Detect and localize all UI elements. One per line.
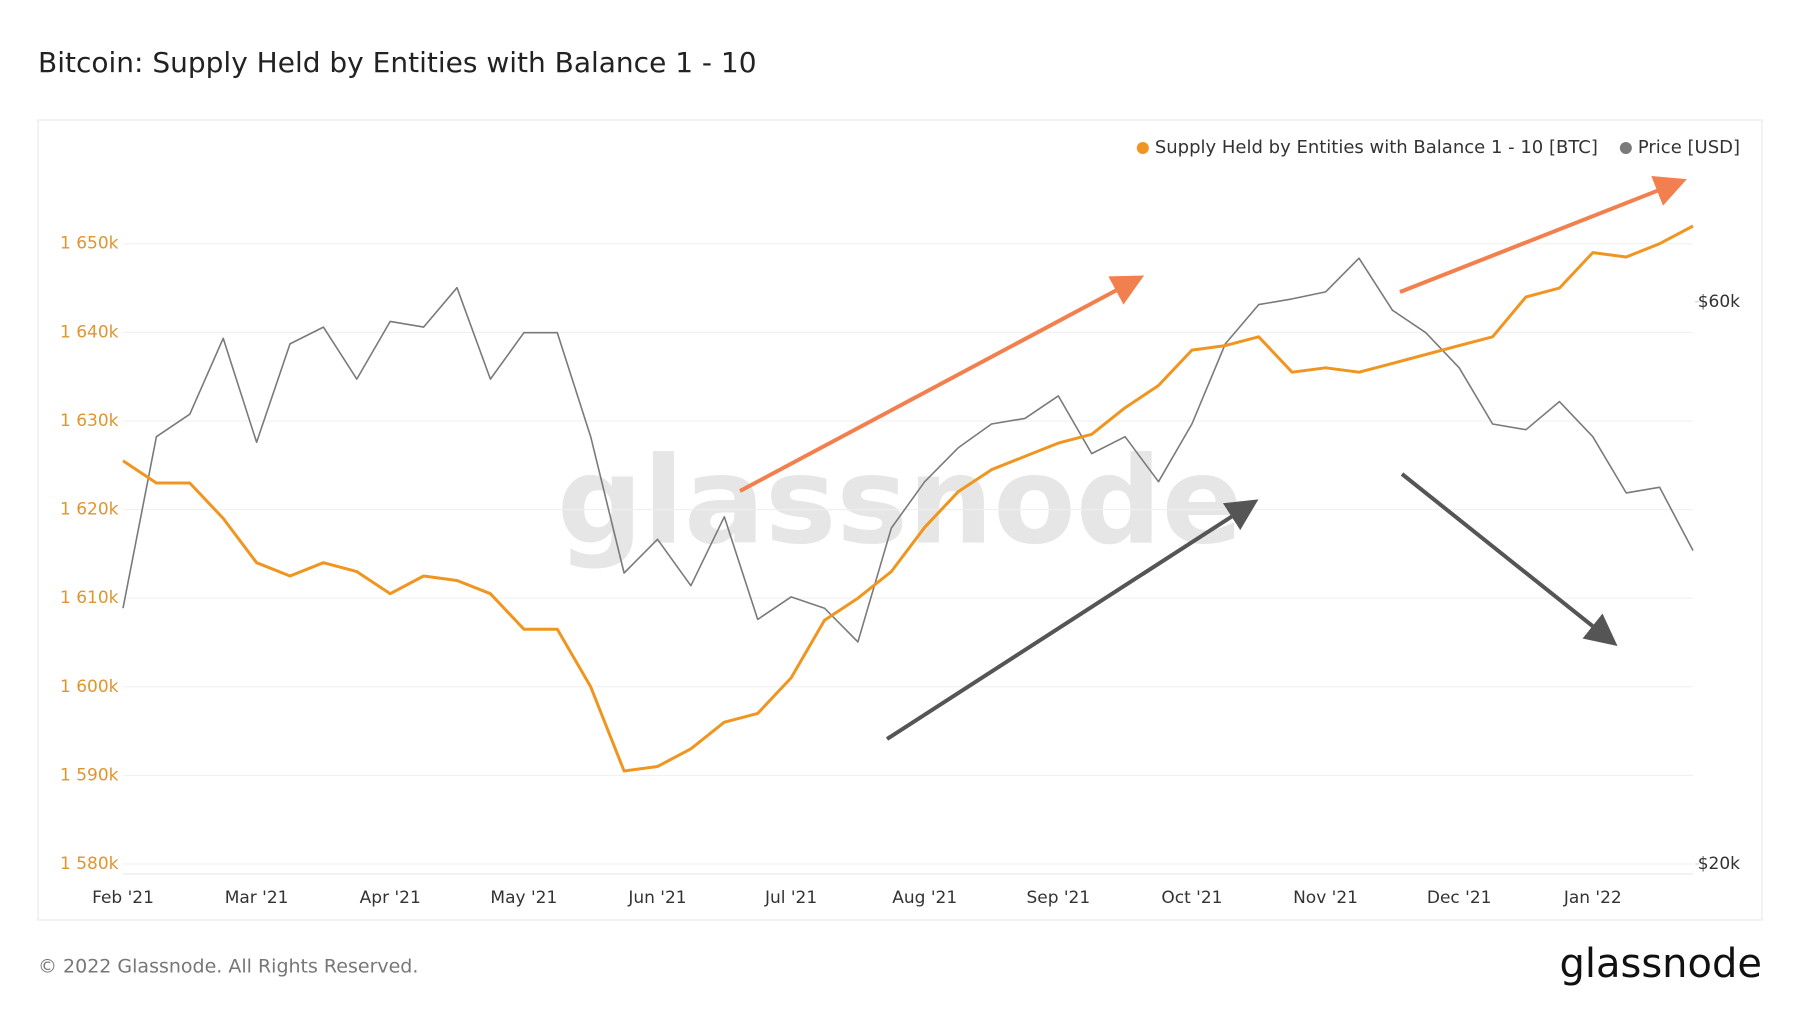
chart-frame: [37, 119, 1763, 921]
y-tick-label: 1 630k: [60, 411, 119, 431]
chart-title: Bitcoin: Supply Held by Entities with Ba…: [38, 46, 757, 79]
legend-swatch: [1136, 142, 1149, 154]
x-tick-label: Jun '21: [627, 888, 686, 908]
footer: © 2022 Glassnode. All Rights Reserved.: [38, 956, 418, 978]
x-tick-label: Nov '21: [1293, 888, 1358, 908]
series-line: [122, 224, 1694, 773]
y-tick-label: 1 580k: [60, 854, 119, 874]
y-tick-label: 1 650k: [60, 234, 119, 254]
y-tick-label: 1 620k: [60, 500, 119, 520]
x-tick-label: May '21: [490, 888, 557, 908]
x-tick-label: Oct '21: [1161, 888, 1222, 908]
legend-label: Price [USD]: [1638, 137, 1740, 158]
trend-arrow: [739, 275, 1145, 493]
watermark: glassnode: [557, 433, 1243, 572]
y-tick-label: 1 610k: [60, 588, 119, 608]
y-tick-label: 1 590k: [60, 765, 119, 785]
y2-tick-label: $60k: [1698, 292, 1740, 312]
x-tick-label: Aug '21: [892, 888, 957, 908]
x-tick-label: Mar '21: [225, 888, 289, 908]
trend-arrow: [1399, 175, 1687, 294]
y-tick-label: 1 600k: [60, 677, 119, 697]
x-tick-label: Feb '21: [92, 888, 154, 908]
trend-arrow: [1400, 472, 1618, 646]
legend-swatch: [1619, 142, 1632, 154]
x-tick-label: Jul '21: [764, 888, 817, 908]
plot: 1 580k 1 590k 1 600k 1 610k 1 620k 1 630k 1 64…: [60, 137, 1740, 908]
y-tick-label: 1 640k: [60, 322, 119, 342]
x-tick-label: Dec '21: [1427, 888, 1492, 908]
logo: glassnode: [1559, 941, 1762, 987]
trend-arrow: [885, 499, 1259, 741]
series-line: [122, 257, 1694, 643]
x-tick-label: Jan '22: [1563, 888, 1622, 908]
legend-label: Supply Held by Entities with Balance 1 -…: [1155, 137, 1598, 158]
y2-tick-label: $20k: [1698, 854, 1740, 874]
x-tick-label: Sep '21: [1026, 888, 1090, 908]
x-tick-label: Apr '21: [360, 888, 421, 908]
